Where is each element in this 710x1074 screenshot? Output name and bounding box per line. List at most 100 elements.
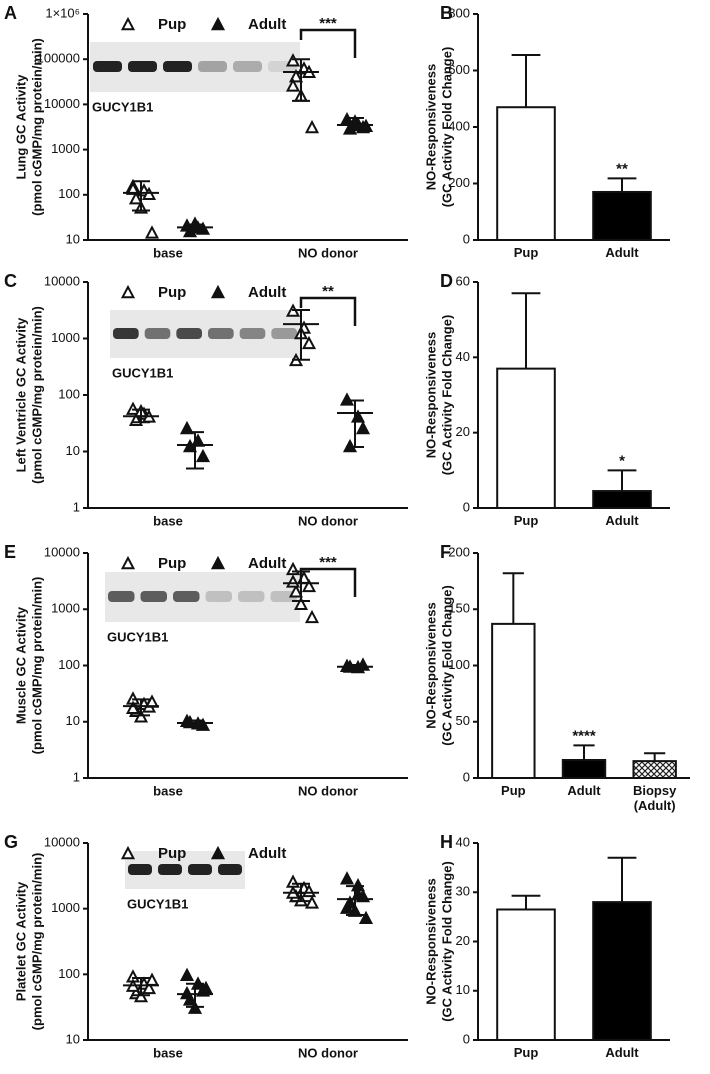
y-tick-label: 40 — [456, 834, 470, 849]
y-tick-label: 600 — [448, 62, 470, 77]
x-tick-label: Adult — [605, 245, 639, 260]
legend-label: Pup — [158, 284, 186, 301]
legend-marker — [120, 845, 136, 860]
blot-band — [173, 591, 200, 602]
blot-band — [113, 328, 139, 339]
significance-bracket — [299, 567, 357, 597]
y-tick-label: 200 — [448, 544, 470, 559]
blot-label: GUCY1B1 — [127, 896, 188, 911]
data-point — [179, 967, 195, 981]
data-point — [144, 972, 160, 986]
blot-band — [128, 864, 152, 875]
y-tick-label: 100000 — [37, 51, 80, 66]
bar — [496, 367, 556, 509]
y-axis-label: NO-Responsiveness — [423, 602, 438, 728]
y-axis-label: (pmol cGMP/mg protein/min) — [29, 577, 44, 755]
significance-label: *** — [319, 554, 337, 571]
y-axis-label: Platelet GC Activity — [13, 881, 28, 1001]
y-tick-label: 200 — [448, 175, 470, 190]
significance-label: ** — [322, 283, 334, 300]
bar — [496, 106, 556, 241]
significance-label: * — [619, 452, 625, 469]
data-point — [195, 448, 211, 463]
y-tick-label: 400 — [448, 118, 470, 133]
y-tick-label: 1 — [73, 499, 80, 514]
x-tick-label: Adult — [605, 1045, 639, 1060]
legend-marker — [120, 16, 136, 31]
y-tick-label: 20 — [456, 933, 470, 948]
y-axis-label: (pmol cGMP/mg protein/min) — [29, 853, 44, 1031]
data-point — [358, 910, 374, 925]
y-tick-label: 0 — [463, 1031, 470, 1046]
y-tick-label: 1000 — [51, 601, 80, 616]
y-tick-label: 100 — [58, 386, 80, 401]
data-point — [288, 69, 304, 83]
blot-band — [198, 61, 227, 72]
panel-label: H — [440, 832, 453, 852]
significance-bracket — [299, 296, 357, 326]
bar — [491, 622, 536, 779]
x-tick-label-box: Adult — [567, 783, 601, 798]
y-tick-label: 10000 — [44, 273, 80, 288]
x-tick-label: NO donor — [298, 513, 358, 528]
x-tick-label: Adult — [605, 513, 639, 528]
y-tick-label: 100 — [58, 657, 80, 672]
data-point — [141, 980, 157, 995]
y-tick-label: 800 — [448, 5, 470, 20]
blot-band — [108, 591, 135, 602]
y-tick-label: 10 — [66, 713, 80, 728]
blot-band — [271, 328, 297, 339]
panel-label: E — [4, 542, 16, 562]
y-tick-label: 150 — [448, 601, 470, 616]
x-tick-label: Adult — [567, 783, 601, 798]
legend-marker — [210, 16, 226, 31]
x-tick-label: Pup — [501, 783, 526, 798]
significance-label: *** — [319, 15, 337, 32]
legend-marker — [120, 284, 136, 299]
x-tick-label: NO donor — [298, 783, 358, 798]
bar — [592, 490, 652, 509]
y-axis-label: NO-Responsiveness — [423, 878, 438, 1004]
data-point — [182, 438, 198, 453]
data-point — [285, 53, 301, 67]
y-axis-label: Muscle GC Activity — [13, 606, 28, 724]
y-tick-label: 0 — [463, 769, 470, 784]
blot-band — [163, 61, 192, 72]
data-point — [304, 895, 320, 909]
bar — [496, 908, 556, 1041]
x-tick-label: Pup — [513, 1045, 539, 1060]
x-tick-label-box: Adult — [605, 1045, 639, 1060]
y-tick-label: 30 — [456, 884, 470, 899]
data-point — [304, 609, 320, 624]
legend-label: Adult — [248, 555, 286, 572]
blot-label: GUCY1B1 — [107, 629, 168, 644]
y-axis-label: (GC Activity Fold Change) — [439, 585, 454, 746]
x-tick-label-box: Pup — [501, 783, 526, 798]
panel-label: A — [4, 3, 17, 23]
y-tick-label: 0 — [463, 499, 470, 514]
blot-band — [205, 591, 232, 602]
y-tick-label: 100 — [58, 186, 80, 201]
blot-label: GUCY1B1 — [112, 365, 173, 380]
x-tick-label: Biopsy (Adult) — [632, 783, 677, 813]
data-point — [355, 420, 371, 435]
legend-label: Adult — [248, 16, 286, 33]
y-tick-label: 50 — [456, 713, 470, 728]
panel-label: F — [440, 542, 451, 562]
data-point — [339, 871, 355, 885]
x-tick-label: Pup — [513, 245, 539, 260]
y-axis-label: (GC Activity Fold Change) — [439, 861, 454, 1022]
y-axis-label: (pmol cGMP/mg protein/min) — [29, 38, 44, 216]
y-tick-label: 1×10⁶ — [45, 5, 80, 20]
data-point — [125, 700, 141, 714]
y-tick-label: 100 — [448, 657, 470, 672]
blot-band — [270, 591, 297, 602]
x-tick-label: base — [153, 783, 183, 798]
blot-band — [176, 328, 202, 339]
x-tick-label-box: Pup — [514, 513, 539, 528]
significance-bracket — [299, 28, 357, 58]
panel-label: B — [440, 3, 453, 23]
bar — [592, 901, 652, 1041]
x-tick-label: NO donor — [298, 245, 358, 260]
data-point — [285, 874, 301, 888]
